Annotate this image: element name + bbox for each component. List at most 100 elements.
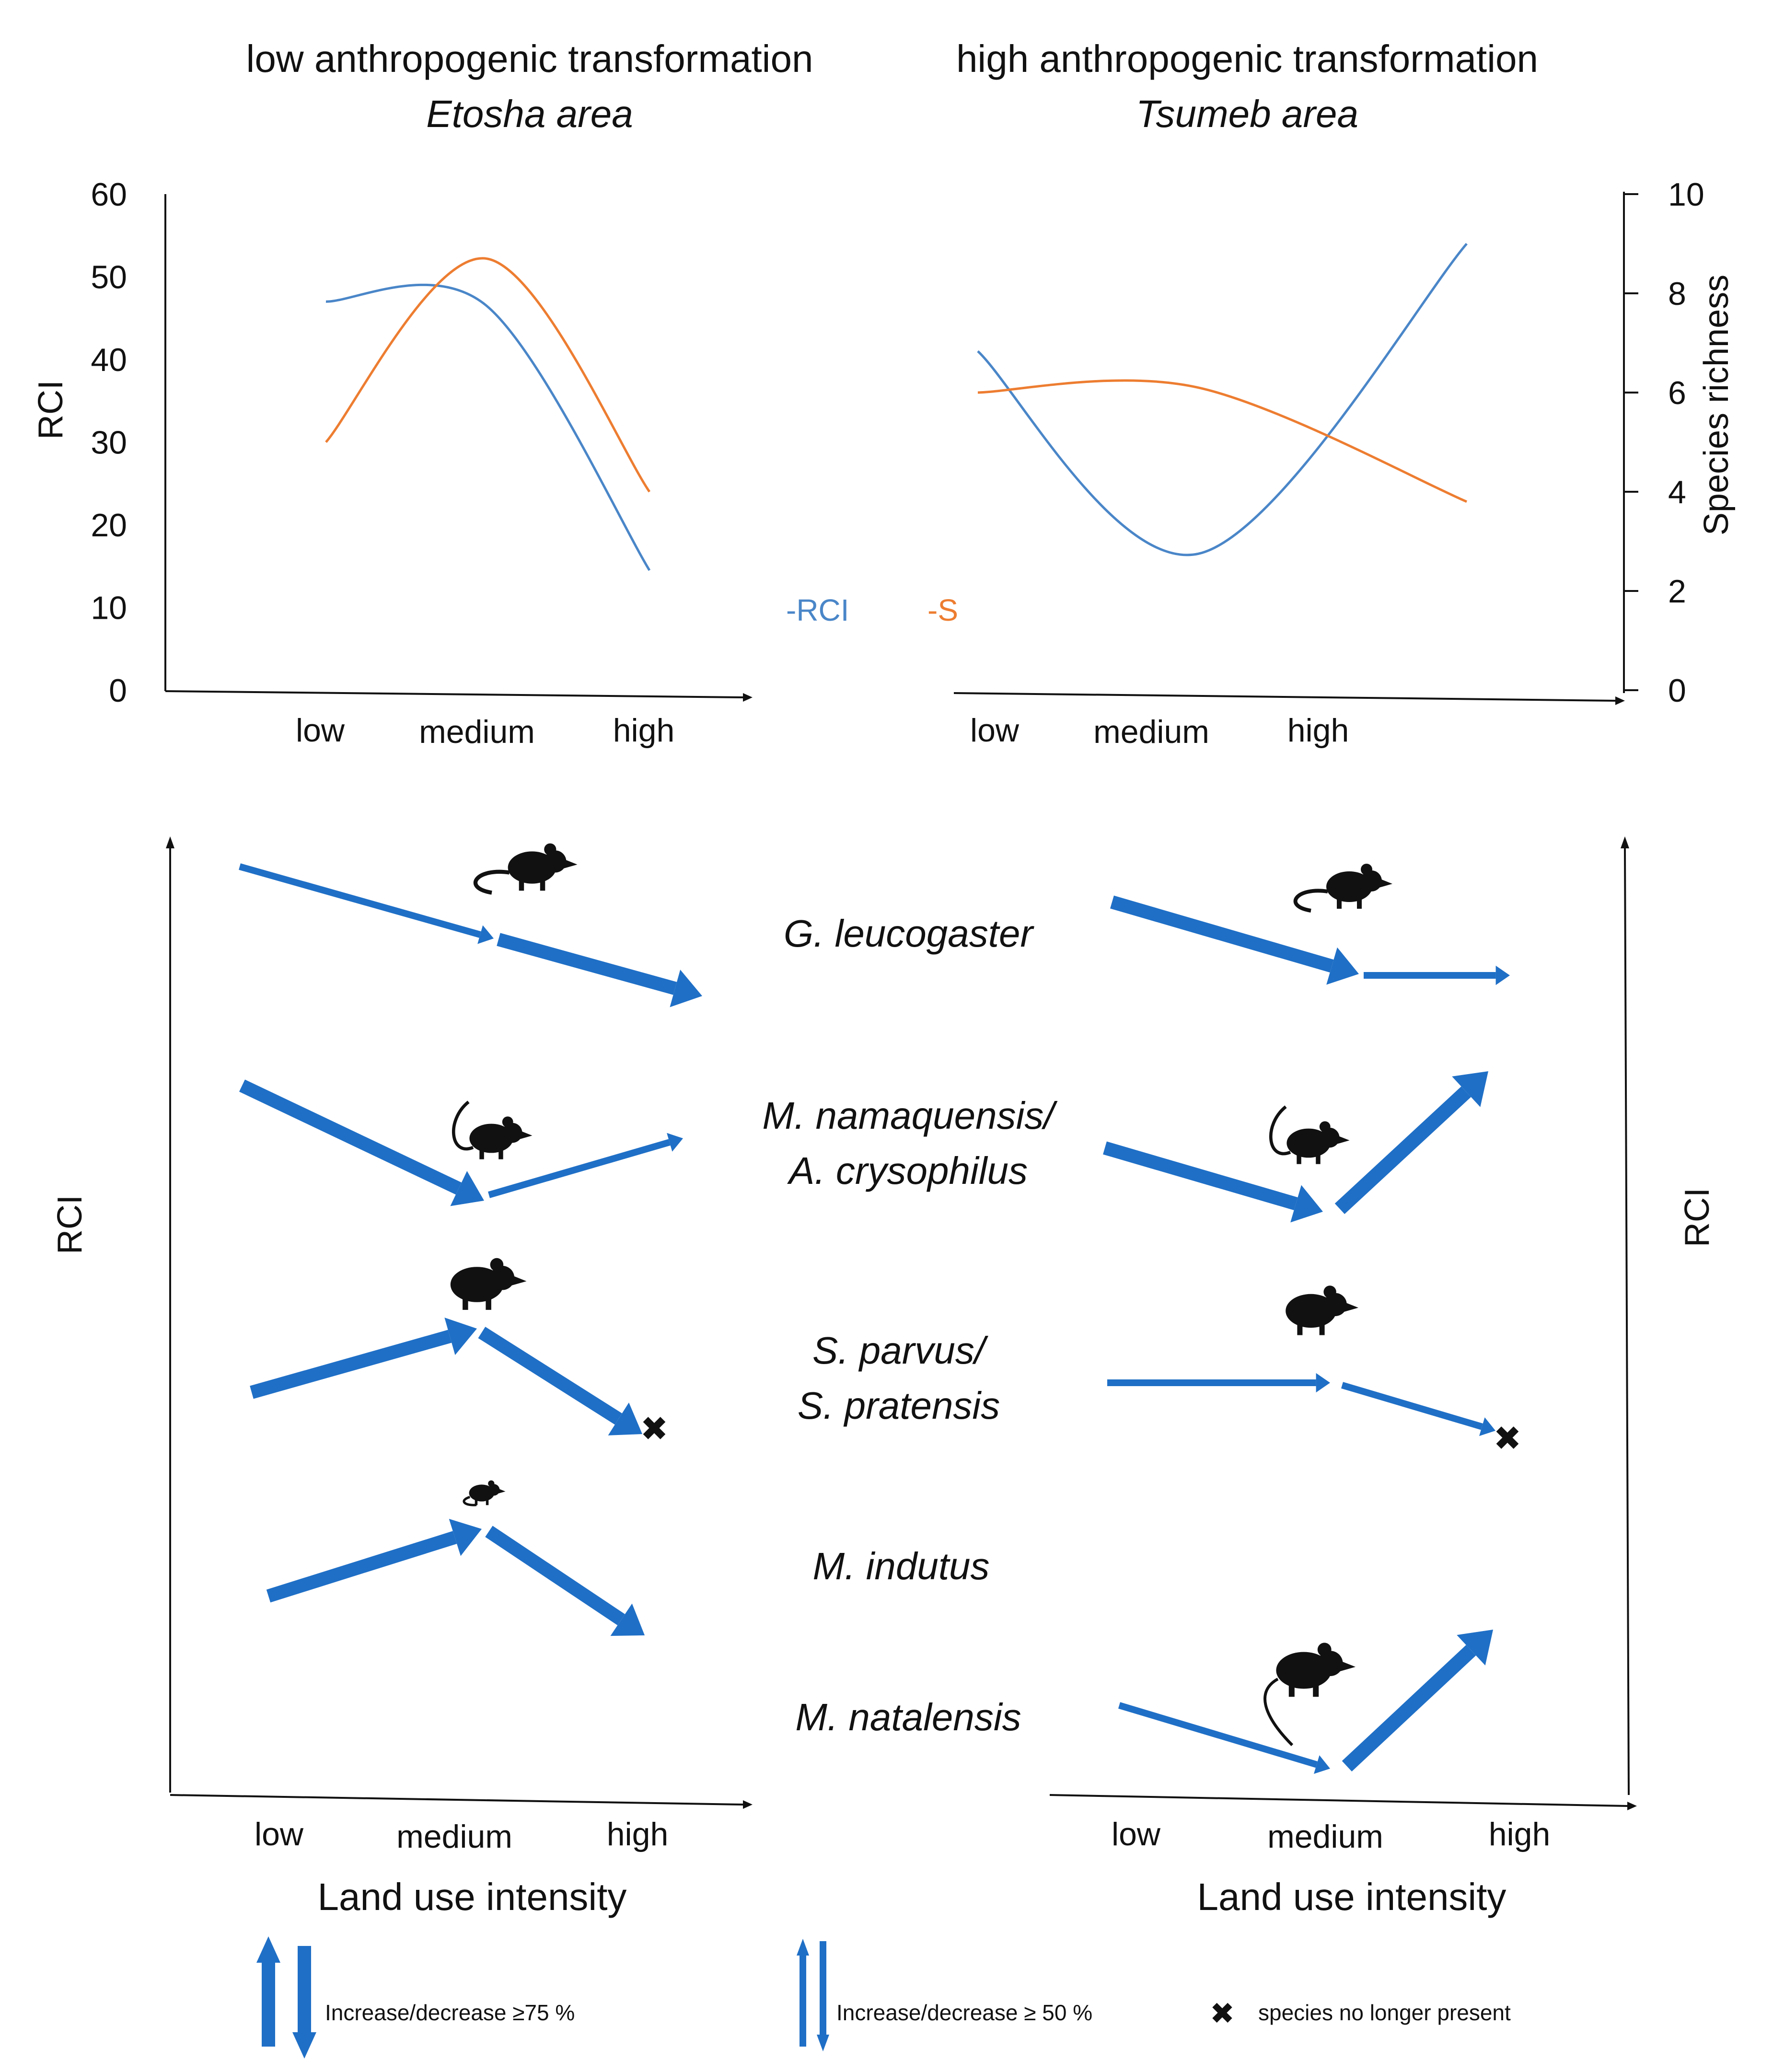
legend-rci: -RCI [786, 593, 849, 627]
arrow-etosha-gl-2-head [670, 970, 702, 1007]
bottom-left-xtick-low: low [255, 1816, 304, 1852]
bottom-right-y-axis [1624, 848, 1630, 1795]
legend-cross-label: species no longer present [1258, 2000, 1511, 2025]
arrow-etosha-mi-2-head [610, 1603, 645, 1636]
left-xtick-medium: medium [419, 714, 535, 750]
bottom-right-xtick-low: low [1112, 1816, 1161, 1852]
land-use-label-right: Land use intensity [1197, 1875, 1506, 1918]
arrow-tsumeb-sp-2-head [1479, 1417, 1495, 1436]
right-ytick-label: 2 [1668, 573, 1686, 610]
species-m-namaquensis: M. namaquensis/ [762, 1094, 1058, 1137]
arrow-etosha-sp-1-head [444, 1317, 477, 1355]
cross-etosha-s-parvus: ✖ [640, 1410, 669, 1447]
species-m-natalensis: M. natalensis [795, 1696, 1021, 1738]
right-x-axis [953, 692, 1616, 702]
left-xtick-low: low [296, 712, 345, 749]
bottom-right-x-axis [1049, 1794, 1628, 1807]
bottom-left-y-arrowhead [166, 836, 174, 848]
left-x-axis-arrowhead [743, 693, 753, 702]
right-y-ticks: 0 2 4 6 8 10 [1624, 176, 1704, 709]
arrow-tsumeb-sp-2-shaft [1341, 1382, 1483, 1430]
bottom-right-xtick-high: high [1489, 1816, 1551, 1852]
arrow-etosha-mn-1-head [450, 1171, 484, 1206]
right-xtick-high: high [1287, 712, 1349, 749]
arrow-tsumeb-mn-1-head [1290, 1185, 1323, 1223]
rodent-icon-s-parvus-left [450, 1258, 527, 1310]
right-x-axis-arrowhead [1615, 696, 1625, 705]
species-a-crysophilus: A. crysophilus [787, 1149, 1028, 1192]
bottom-left-x-arrowhead [743, 1800, 753, 1809]
rodent-icon-m-indutus-left [463, 1480, 506, 1506]
title-left-line2: Etosha area [426, 93, 633, 135]
bottom-left-x-axis [170, 1794, 743, 1806]
arrow-tsumeb-mnat-1-head [1314, 1755, 1330, 1774]
title-left-line1: low anthropogenic transformation [246, 37, 813, 80]
arrow-tsumeb-mnat-2-shaft [1342, 1645, 1476, 1771]
legend-thick-arrows [256, 1936, 316, 2059]
left-rci-line [325, 283, 651, 571]
arrow-tsumeb-mn-1-shaft [1103, 1141, 1298, 1210]
title-right-line2: Tsumeb area [1136, 93, 1358, 135]
rci-axis-label-bottom-left: RCI [51, 1195, 89, 1254]
rodent-icon-s-parvus-right [1286, 1285, 1358, 1335]
bottom-left-xtick-high: high [607, 1816, 669, 1852]
right-xtick-low: low [970, 712, 1020, 749]
bottom-right-x-arrowhead [1627, 1802, 1637, 1810]
species-s-pratensis: S. pratensis [798, 1384, 1000, 1427]
arrow-tsumeb-mn-2-shaft [1334, 1086, 1471, 1215]
left-ytick-label: 50 [91, 259, 127, 296]
bottom-left-xtick-medium: medium [396, 1818, 512, 1855]
arrow-etosha-mi-1-shaft [266, 1531, 457, 1603]
left-ytick-label: 20 [91, 507, 127, 544]
right-ytick-label: 8 [1668, 276, 1686, 312]
arrow-tsumeb-mn-2-head [1452, 1071, 1488, 1107]
left-ytick-label: 30 [91, 425, 127, 461]
arrow-etosha-gl-1-shaft [239, 863, 481, 938]
right-xtick-medium: medium [1093, 714, 1209, 750]
arrow-etosha-mi-2-shaft [485, 1526, 625, 1625]
left-x-axis [165, 690, 743, 698]
species-s-parvus: S. parvus/ [812, 1329, 989, 1372]
rodent-icon-m-namaquensis-right [1269, 1105, 1350, 1164]
left-xtick-high: high [613, 712, 675, 749]
arrow-etosha-mi-1-head [449, 1518, 482, 1556]
cross-tsumeb-s-parvus: ✖ [1494, 1420, 1522, 1457]
bottom-right-xtick-medium: medium [1267, 1818, 1383, 1855]
right-ytick-label: 4 [1668, 474, 1686, 510]
species-m-indutus: M. indutus [812, 1545, 989, 1587]
bottom-right-y-arrowhead [1621, 836, 1629, 848]
right-s-line [977, 379, 1467, 503]
arrow-tsumeb-gl-1-shaft [1110, 895, 1334, 972]
left-y-ticks: 0 10 20 30 40 50 60 [91, 176, 127, 709]
trend-arrows [239, 863, 1510, 1774]
arrow-etosha-mn-2-head [667, 1133, 683, 1152]
rci-axis-label-bottom-right: RCI [1678, 1188, 1716, 1247]
species-richness-axis-label: Species richness [1697, 275, 1736, 535]
rodent-icon-g-leucogaster-right [1293, 864, 1392, 913]
right-rci-line [977, 243, 1468, 556]
right-ytick-label: 10 [1668, 176, 1704, 213]
arrow-etosha-sp-2-head [608, 1402, 642, 1435]
land-use-label-left: Land use intensity [318, 1875, 627, 1918]
rci-axis-label-top: RCI [32, 380, 70, 440]
legend-thick-label: Increase/decrease ≥75 % [325, 2000, 575, 2025]
arrow-etosha-mn-1-shaft [239, 1079, 462, 1195]
top-chart-right: 0 2 4 6 8 10 Species richness low medium high [953, 176, 1736, 750]
arrow-tsumeb-mnat-2-head [1457, 1630, 1493, 1666]
arrow-tsumeb-gl-2-head [1495, 965, 1510, 985]
left-ytick-label: 10 [91, 590, 127, 626]
top-chart-left: 0 10 20 30 40 50 60 RCI low medium high [32, 176, 753, 750]
rodent-icon-m-natalensis-right [1263, 1643, 1356, 1747]
left-ytick-label: 0 [109, 672, 127, 709]
arrow-tsumeb-sp-1-head [1316, 1373, 1330, 1393]
arrow-etosha-gl-1-head [477, 925, 494, 944]
arrow-etosha-mn-2-shaft [488, 1139, 671, 1198]
right-ytick-label: 6 [1668, 375, 1686, 411]
left-ytick-label: 60 [91, 176, 127, 213]
rodent-icon-g-leucogaster-left [473, 843, 578, 895]
arrow-tsumeb-gl-1-head [1326, 947, 1359, 985]
title-right-line1: high anthropogenic transformation [956, 37, 1538, 80]
left-ytick-label: 40 [91, 342, 127, 378]
legend-thin-arrows [797, 1939, 829, 2051]
